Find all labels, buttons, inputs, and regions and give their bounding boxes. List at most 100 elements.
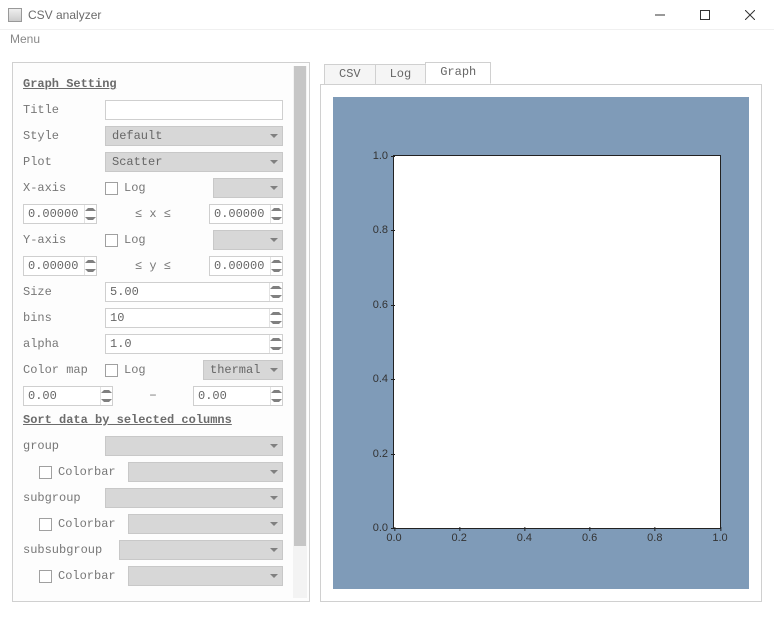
y-tick-label: 0.4	[373, 373, 394, 385]
spin-down[interactable]	[271, 396, 282, 405]
chevron-down-icon	[270, 522, 278, 526]
spin-down[interactable]	[270, 344, 282, 353]
spin-up[interactable]	[270, 309, 282, 318]
size-input[interactable]	[106, 283, 269, 301]
spin-up[interactable]	[85, 257, 96, 266]
title-input[interactable]	[105, 100, 283, 120]
xaxis-column-select[interactable]	[213, 178, 283, 198]
bins-spinner[interactable]	[105, 308, 283, 328]
y-min-input[interactable]	[24, 257, 84, 275]
style-value: default	[112, 129, 162, 143]
spin-down[interactable]	[270, 318, 282, 327]
close-icon	[745, 10, 755, 20]
settings-scrollbar[interactable]	[293, 66, 307, 598]
subgroup-select[interactable]	[105, 488, 283, 508]
y-tick-label: 0.2	[373, 448, 394, 460]
plot-figure: 0.00.20.40.60.81.00.00.20.40.60.81.0	[333, 97, 749, 589]
xaxis-log-label: Log	[124, 181, 146, 195]
spin-down[interactable]	[271, 214, 282, 223]
title-bar: CSV analyzer	[0, 0, 774, 30]
spin-down[interactable]	[85, 266, 96, 275]
scrollbar-thumb[interactable]	[294, 66, 306, 546]
x-tick-label: 1.0	[712, 528, 727, 544]
tab-graph[interactable]: Graph	[425, 62, 491, 84]
spin-up[interactable]	[271, 387, 282, 396]
subgroup-colorbar-label: Colorbar	[58, 517, 116, 531]
subsubgroup-colorbar-checkbox[interactable]	[39, 570, 52, 583]
alpha-input[interactable]	[106, 335, 269, 353]
spin-up[interactable]	[85, 205, 96, 214]
spin-up[interactable]	[271, 257, 282, 266]
yaxis-label: Y-axis	[23, 233, 99, 247]
spin-up[interactable]	[101, 387, 112, 396]
alpha-spinner[interactable]	[105, 334, 283, 354]
spin-down[interactable]	[101, 396, 112, 405]
spin-up[interactable]	[270, 283, 282, 292]
chevron-down-icon	[270, 238, 278, 242]
subsubgroup-select[interactable]	[119, 540, 283, 560]
chevron-down-icon	[270, 186, 278, 190]
y-tick-label: 0.6	[373, 299, 394, 311]
chevron-down-icon	[270, 496, 278, 500]
window-title: CSV analyzer	[28, 8, 101, 22]
size-spinner[interactable]	[105, 282, 283, 302]
xaxis-log-checkbox[interactable]	[105, 182, 118, 195]
plot-value: Scatter	[112, 155, 162, 169]
y-range-symbol: ≤ y ≤	[103, 259, 203, 273]
xaxis-label: X-axis	[23, 181, 99, 195]
plot-select[interactable]: Scatter	[105, 152, 283, 172]
subgroup-colorbar-select[interactable]	[128, 514, 283, 534]
y-min-spinner[interactable]	[23, 256, 97, 276]
colormap-select[interactable]: thermal	[203, 360, 283, 380]
spin-down[interactable]	[85, 214, 96, 223]
x-tick-label: 0.4	[517, 528, 532, 544]
style-label: Style	[23, 129, 99, 143]
x-min-input[interactable]	[24, 205, 84, 223]
group-colorbar-select[interactable]	[128, 462, 283, 482]
colormap-label: Color map	[23, 363, 99, 377]
cmap-min-spinner[interactable]	[23, 386, 113, 406]
bins-input[interactable]	[106, 309, 269, 327]
cmap-max-spinner[interactable]	[193, 386, 283, 406]
close-button[interactable]	[727, 1, 772, 29]
chevron-down-icon	[270, 444, 278, 448]
subgroup-label: subgroup	[23, 491, 99, 505]
bins-label: bins	[23, 311, 99, 325]
spin-down[interactable]	[270, 292, 282, 301]
group-select[interactable]	[105, 436, 283, 456]
sort-header: Sort data by selected columns	[23, 413, 283, 427]
y-tick-label: 1.0	[373, 150, 394, 162]
spin-up[interactable]	[271, 205, 282, 214]
group-colorbar-checkbox[interactable]	[39, 466, 52, 479]
yaxis-log-checkbox[interactable]	[105, 234, 118, 247]
tab-csv[interactable]: CSV	[324, 64, 376, 84]
size-label: Size	[23, 285, 99, 299]
subgroup-colorbar-checkbox[interactable]	[39, 518, 52, 531]
cmap-max-input[interactable]	[194, 387, 270, 405]
x-range-symbol: ≤ x ≤	[103, 207, 203, 221]
y-max-spinner[interactable]	[209, 256, 283, 276]
plot-label: Plot	[23, 155, 99, 169]
settings-panel: Graph Setting Title Style default Plot S…	[12, 62, 310, 602]
tab-log[interactable]: Log	[375, 64, 427, 84]
x-max-spinner[interactable]	[209, 204, 283, 224]
spin-up[interactable]	[270, 335, 282, 344]
style-select[interactable]: default	[105, 126, 283, 146]
maximize-button[interactable]	[682, 1, 727, 29]
x-min-spinner[interactable]	[23, 204, 97, 224]
app-icon	[8, 8, 22, 22]
subsubgroup-colorbar-select[interactable]	[128, 566, 283, 586]
chevron-down-icon	[270, 368, 278, 372]
right-panel: CSV Log Graph 0.00.20.40.60.81.00.00.20.…	[320, 62, 762, 602]
spin-down[interactable]	[271, 266, 282, 275]
minimize-button[interactable]	[637, 1, 682, 29]
yaxis-column-select[interactable]	[213, 230, 283, 250]
cmap-min-input[interactable]	[24, 387, 100, 405]
y-max-input[interactable]	[210, 257, 270, 275]
window-controls	[637, 1, 772, 29]
x-max-input[interactable]	[210, 205, 270, 223]
menu-item-menu[interactable]: Menu	[10, 32, 40, 46]
colormap-log-checkbox[interactable]	[105, 364, 118, 377]
graph-tab-body: 0.00.20.40.60.81.00.00.20.40.60.81.0	[320, 84, 762, 602]
alpha-label: alpha	[23, 337, 99, 351]
